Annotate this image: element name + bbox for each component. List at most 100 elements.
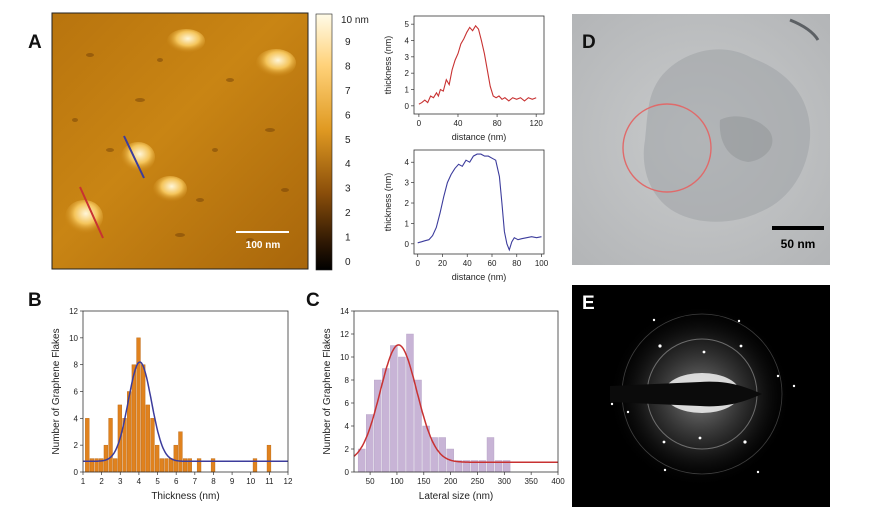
y-tick-label: 0 [405,240,410,249]
y-axis-label: Number of Graphene Flakes [322,328,333,454]
histogram-bar [141,364,146,473]
x-tick-label: 2 [99,477,104,486]
y-tick-label: 4 [345,422,350,431]
chart-hist-lateral: 50 100 150 200 250 300 350 400 0 2 4 6 8 10 12 14 Latera… [322,307,565,502]
plot-frame [413,15,545,115]
y-tick-label: 14 [340,307,349,316]
x-tick-label: 300 [498,477,512,486]
y-tick-label: 4 [74,414,79,423]
y-tick-label: 6 [74,388,79,397]
diffraction-pattern [572,285,830,507]
histogram-bar [164,458,169,473]
panel-letter-b: B [28,290,42,311]
afm-scale-label: 100 nm [246,240,281,251]
afm-flake-1 [167,29,205,53]
chart-profile-red: 0 40 80 120 0 1 2 3 4 5 distance (nm) thickness (nm… [383,15,545,142]
histogram-bar [178,431,183,473]
y-tick-label: 2 [74,441,79,450]
panel-letter-d: D [582,32,596,53]
x-tick-label: 400 [551,477,565,486]
x-tick-label: 6 [174,477,179,486]
y-tick-label: 5 [405,20,410,29]
y-tick-label: 0 [74,468,79,477]
histogram-bar [406,333,414,473]
x-tick-label: 60 [488,259,497,268]
colorbar-unit-label: 10 nm [341,15,369,26]
x-tick-label: 7 [193,477,198,486]
afm-flake-2 [256,49,296,77]
histogram-bar [155,444,160,473]
histogram-bar [113,458,118,473]
afm-flake-4 [153,176,187,202]
y-tick-label: 0 [345,468,350,477]
plot-frame [82,310,289,473]
tem-image: 50 nm [572,14,830,265]
histogram-bar [150,418,155,473]
x-axis-label: distance (nm) [452,132,507,142]
histogram-bar [108,418,113,473]
x-tick-label: 10 [246,477,255,486]
x-tick-label: 100 [535,259,549,268]
profile-series-line [418,24,537,105]
histogram-bar [159,458,164,473]
tem-selection-circle [622,103,712,193]
gaussian-fit-line [83,361,288,463]
tem-scale-label: 50 nm [781,237,816,251]
colorbar-tick-label: 9 [345,37,351,48]
histogram-bar [173,444,178,473]
y-tick-label: 0 [405,102,410,111]
colorbar-tick-label: 8 [345,61,351,72]
x-tick-label: 120 [530,119,544,128]
x-tick-label: 50 [366,477,375,486]
x-tick-label: 250 [471,477,485,486]
histogram-bar [136,337,141,473]
panel-letter-e: E [582,293,595,314]
afm-profile-line-red [79,186,104,239]
gaussian-fit-line [353,344,558,463]
colorbar-tick-label: 2 [345,208,351,219]
histogram-bar [168,458,174,473]
y-tick-label: 8 [74,361,79,370]
y-tick-label: 6 [345,399,350,408]
colorbar-tick-label: 6 [345,110,351,121]
histogram-bar [486,437,495,473]
y-tick-label: 1 [405,86,410,95]
histogram-bar [85,418,90,473]
x-tick-label: 80 [493,119,502,128]
y-tick-label: 3 [405,53,410,62]
y-tick-label: 8 [345,376,350,385]
y-axis-label: thickness (nm) [383,173,393,232]
histogram-bar [357,448,366,473]
x-tick-label: 40 [463,259,472,268]
afm-flake-5 [65,200,103,234]
y-tick-label: 2 [345,445,350,454]
histogram-bar [266,444,272,473]
afm-colorbar: 10 nm 9 8 7 6 5 4 3 2 1 0 [315,13,369,271]
profile-series-line [417,153,542,252]
y-tick-label: 2 [405,199,410,208]
x-tick-label: 12 [284,477,293,486]
x-tick-label: 9 [230,477,235,486]
afm-profile-line-blue [123,135,145,179]
x-tick-label: 5 [155,477,160,486]
chart-profile-blue: 0 20 40 60 80 100 0 1 2 3 4 distance (nm) thickness … [383,149,549,282]
y-tick-label: 10 [340,353,349,362]
y-axis-label: thickness (nm) [383,36,393,95]
y-axis-label: Number of Graphene Flakes [51,328,62,454]
x-tick-label: 0 [415,259,420,268]
afm-image: 100 nm [51,12,309,270]
x-tick-label: 3 [118,477,123,486]
x-tick-label: 40 [454,119,463,128]
x-tick-label: 80 [512,259,521,268]
x-tick-label: 11 [265,477,274,486]
histogram-bar [398,356,406,473]
x-axis-label: Lateral size (nm) [419,491,493,502]
colorbar-tick-label: 4 [345,159,351,170]
colorbar-tick-label: 5 [345,135,351,146]
panel-letter-c: C [306,290,320,311]
colorbar-tick-label: 7 [345,86,351,97]
histogram-bar [390,345,398,473]
x-tick-label: 4 [137,477,142,486]
y-tick-label: 12 [69,307,78,316]
